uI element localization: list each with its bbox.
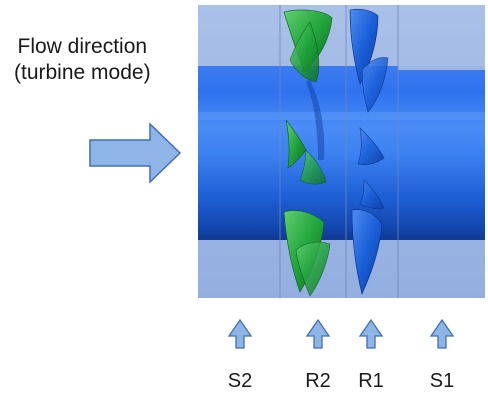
stage-label-r1: R1: [358, 370, 384, 392]
rotor-r2-shadows: [306, 80, 325, 160]
flow-direction-label: Flow direction (turbine mode): [14, 34, 151, 86]
stage-label-r2: R2: [305, 370, 331, 392]
stage-boundaries: [279, 5, 399, 298]
stage-pointers: [227, 318, 455, 349]
stage-label-s1: S1: [429, 370, 455, 392]
up-arrow-icon-s2: [227, 318, 253, 349]
shaft: [198, 66, 485, 240]
rotor-r2-blades: [283, 9, 333, 297]
stage-label-s2: S2: [227, 370, 253, 392]
right-arrow-icon: [89, 122, 182, 184]
up-arrow-icon-r2: [305, 318, 331, 349]
shaft-highlight: [198, 112, 485, 120]
flow-direction-line1: Flow direction: [17, 35, 148, 58]
rotor-r1-blades: [349, 8, 389, 295]
up-arrow-icon-s1: [429, 318, 455, 349]
up-arrow-icon-r1: [358, 318, 384, 349]
flow-direction-line2: (turbine mode): [14, 61, 151, 84]
shaft-step: [398, 66, 485, 70]
